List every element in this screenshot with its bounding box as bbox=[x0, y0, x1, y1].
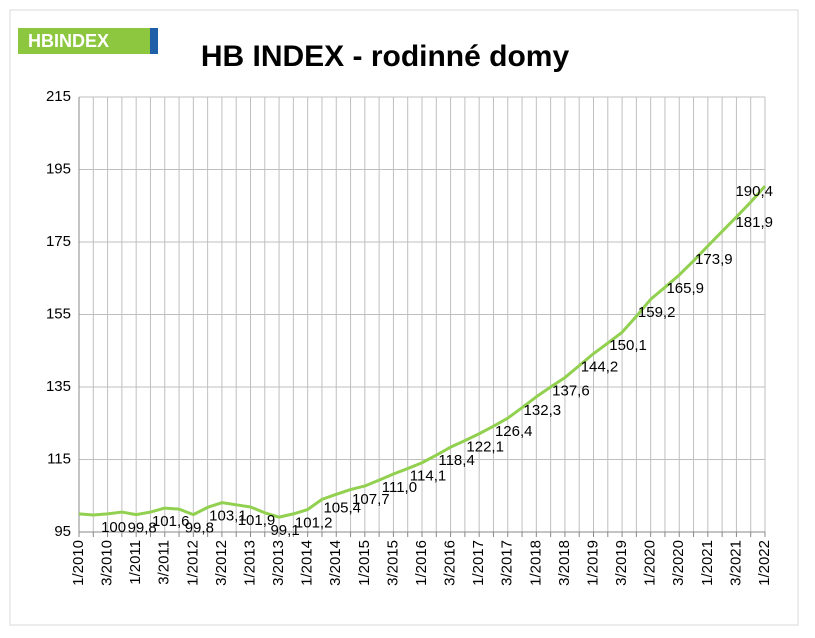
data-label: 99,8 bbox=[128, 520, 157, 537]
x-tick-label: 1/2013 bbox=[241, 540, 258, 586]
x-tick-label: 3/2017 bbox=[499, 540, 516, 586]
y-tick-label: 95 bbox=[54, 523, 71, 540]
data-label: 105,4 bbox=[323, 499, 361, 516]
y-tick-label: 135 bbox=[46, 378, 71, 395]
data-label: 190,4 bbox=[735, 183, 773, 200]
x-tick-label: 1/2016 bbox=[413, 540, 430, 586]
data-label: 150,1 bbox=[609, 337, 647, 354]
x-tick-label: 3/2010 bbox=[99, 540, 116, 586]
data-label: 99,1 bbox=[270, 522, 299, 539]
data-label: 103,1 bbox=[209, 508, 247, 525]
logo-accent bbox=[150, 28, 158, 54]
data-label: 159,2 bbox=[638, 304, 676, 321]
logo: HBINDEX bbox=[18, 28, 158, 54]
y-tick-label: 155 bbox=[46, 305, 71, 322]
x-tick-label: 3/2021 bbox=[727, 540, 744, 586]
series-line bbox=[78, 185, 767, 519]
data-label: 126,4 bbox=[495, 423, 533, 440]
x-tick-label: 1/2020 bbox=[642, 540, 659, 586]
data-label: 101,6 bbox=[152, 513, 190, 530]
y-tick-label: 215 bbox=[46, 88, 71, 105]
x-tick-label: 1/2021 bbox=[699, 540, 716, 586]
y-tick-label: 175 bbox=[46, 233, 71, 250]
data-label: 137,6 bbox=[552, 383, 590, 400]
x-tick-label: 1/2012 bbox=[184, 540, 201, 586]
data-label: 101,9 bbox=[238, 512, 276, 529]
chart-title: HB INDEX - rodinné domy bbox=[201, 40, 570, 73]
chart-border bbox=[9, 9, 799, 626]
logo-text: HBINDEX bbox=[28, 31, 109, 51]
data-label: 100 bbox=[101, 519, 126, 536]
x-tick-label: 3/2014 bbox=[327, 540, 344, 586]
x-tick-label: 1/2022 bbox=[756, 540, 773, 586]
data-label: 132,3 bbox=[524, 402, 562, 419]
x-tick-label: 3/2011 bbox=[156, 540, 173, 585]
data-label: 107,7 bbox=[352, 491, 390, 508]
x-tick-label: 3/2019 bbox=[613, 540, 630, 586]
x-tick-label: 3/2020 bbox=[670, 540, 687, 586]
data-label: 173,9 bbox=[695, 251, 733, 268]
x-tick-label: 1/2018 bbox=[527, 540, 544, 586]
x-tick-label: 3/2012 bbox=[213, 540, 230, 586]
logo-bg bbox=[18, 28, 158, 54]
data-label: 144,2 bbox=[581, 359, 619, 376]
x-tick-label: 3/2018 bbox=[556, 540, 573, 586]
x-tick-label: 1/2017 bbox=[470, 540, 487, 586]
data-label: 101,2 bbox=[295, 514, 333, 531]
data-label: 122,1 bbox=[466, 439, 504, 456]
x-tick-label: 1/2015 bbox=[356, 540, 373, 586]
x-tick-label: 1/2010 bbox=[70, 540, 87, 586]
data-label: 99,8 bbox=[185, 520, 214, 537]
y-tick-label: 115 bbox=[47, 450, 71, 467]
data-label: 118,4 bbox=[438, 452, 474, 469]
data-label: 114,1 bbox=[410, 468, 446, 485]
y-tick-label: 195 bbox=[46, 160, 71, 177]
data-label: 181,9 bbox=[735, 214, 773, 231]
x-tick-label: 1/2014 bbox=[299, 540, 316, 586]
data-label: 165,9 bbox=[666, 280, 704, 297]
x-tick-label: 1/2011 bbox=[127, 540, 144, 585]
x-tick-label: 3/2013 bbox=[270, 540, 287, 586]
x-tick-label: 1/2019 bbox=[584, 540, 601, 586]
data-label: 111,0 bbox=[382, 479, 417, 496]
x-tick-label: 3/2015 bbox=[384, 540, 401, 586]
x-tick-label: 3/2016 bbox=[442, 540, 459, 586]
